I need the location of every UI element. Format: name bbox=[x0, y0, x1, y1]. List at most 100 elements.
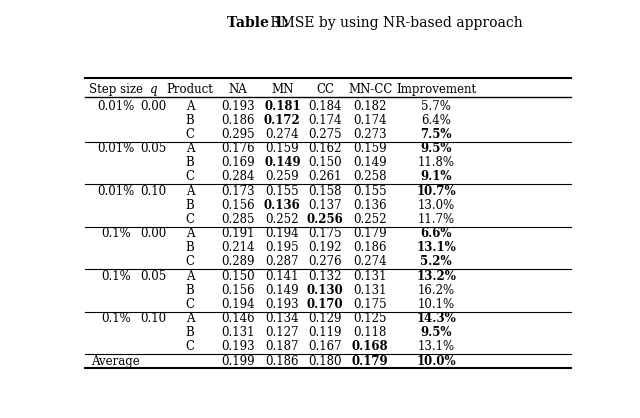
Text: 0.134: 0.134 bbox=[266, 312, 299, 325]
Text: 0.01%: 0.01% bbox=[97, 185, 134, 198]
Text: 0.155: 0.155 bbox=[353, 185, 387, 198]
Text: 0.00: 0.00 bbox=[140, 99, 166, 113]
Text: 0.184: 0.184 bbox=[308, 99, 342, 113]
Text: C: C bbox=[186, 128, 195, 141]
Text: 0.01%: 0.01% bbox=[97, 142, 134, 155]
Text: A: A bbox=[186, 227, 195, 240]
Text: 0.05: 0.05 bbox=[140, 142, 166, 155]
Text: 11.8%: 11.8% bbox=[418, 156, 454, 169]
Text: 0.01%: 0.01% bbox=[97, 99, 134, 113]
Text: 0.186: 0.186 bbox=[353, 241, 387, 254]
Text: 0.149: 0.149 bbox=[266, 284, 299, 297]
Text: 9.1%: 9.1% bbox=[420, 171, 452, 184]
Text: 0.129: 0.129 bbox=[308, 312, 342, 325]
Text: 6.6%: 6.6% bbox=[420, 227, 452, 240]
Text: 14.3%: 14.3% bbox=[416, 312, 456, 325]
Text: 0.195: 0.195 bbox=[266, 241, 299, 254]
Text: 0.186: 0.186 bbox=[221, 114, 255, 127]
Text: 0.273: 0.273 bbox=[353, 128, 387, 141]
Text: 13.0%: 13.0% bbox=[417, 199, 455, 212]
Text: MN-CC: MN-CC bbox=[348, 83, 392, 96]
Text: 0.259: 0.259 bbox=[266, 171, 299, 184]
Text: Average: Average bbox=[92, 354, 140, 367]
Text: 0.172: 0.172 bbox=[264, 114, 301, 127]
Text: 0.174: 0.174 bbox=[308, 114, 342, 127]
Text: 0.175: 0.175 bbox=[308, 227, 342, 240]
Text: 0.174: 0.174 bbox=[353, 114, 387, 127]
Text: 0.258: 0.258 bbox=[353, 171, 387, 184]
Text: B: B bbox=[186, 114, 195, 127]
Text: C: C bbox=[186, 171, 195, 184]
Text: 0.137: 0.137 bbox=[308, 199, 342, 212]
Text: 0.150: 0.150 bbox=[221, 270, 255, 283]
Text: 13.1%: 13.1% bbox=[417, 340, 454, 353]
Text: 0.295: 0.295 bbox=[221, 128, 255, 141]
Text: A: A bbox=[186, 99, 195, 113]
Text: 0.186: 0.186 bbox=[266, 354, 299, 367]
Text: C: C bbox=[186, 255, 195, 268]
Text: B: B bbox=[186, 241, 195, 254]
Text: MN: MN bbox=[271, 83, 294, 96]
Text: 0.192: 0.192 bbox=[308, 241, 342, 254]
Text: NA: NA bbox=[228, 83, 247, 96]
Text: 0.156: 0.156 bbox=[221, 199, 255, 212]
Text: 0.1%: 0.1% bbox=[101, 227, 131, 240]
Text: 0.173: 0.173 bbox=[221, 185, 255, 198]
Text: 0.194: 0.194 bbox=[266, 227, 299, 240]
Text: C: C bbox=[186, 213, 195, 226]
Text: 0.274: 0.274 bbox=[353, 255, 387, 268]
Text: 0.275: 0.275 bbox=[308, 128, 342, 141]
Text: 0.170: 0.170 bbox=[307, 298, 343, 311]
Text: RMSE by using NR-based approach: RMSE by using NR-based approach bbox=[266, 16, 522, 30]
Text: 0.191: 0.191 bbox=[221, 227, 255, 240]
Text: 0.181: 0.181 bbox=[264, 99, 301, 113]
Text: 0.131: 0.131 bbox=[353, 270, 387, 283]
Text: 0.167: 0.167 bbox=[308, 340, 342, 353]
Text: 0.187: 0.187 bbox=[266, 340, 299, 353]
Text: A: A bbox=[186, 312, 195, 325]
Text: 0.136: 0.136 bbox=[264, 199, 301, 212]
Text: 0.1%: 0.1% bbox=[101, 312, 131, 325]
Text: 0.252: 0.252 bbox=[353, 213, 387, 226]
Text: 7.5%: 7.5% bbox=[420, 128, 452, 141]
Text: B: B bbox=[186, 156, 195, 169]
Text: 0.131: 0.131 bbox=[221, 326, 255, 339]
Text: A: A bbox=[186, 270, 195, 283]
Text: B: B bbox=[186, 199, 195, 212]
Text: 10.7%: 10.7% bbox=[416, 185, 456, 198]
Text: 0.179: 0.179 bbox=[352, 354, 388, 367]
Text: A: A bbox=[186, 142, 195, 155]
Text: 0.118: 0.118 bbox=[353, 326, 387, 339]
Text: 0.252: 0.252 bbox=[266, 213, 299, 226]
Text: 9.5%: 9.5% bbox=[420, 142, 452, 155]
Text: 0.159: 0.159 bbox=[266, 142, 299, 155]
Text: 0.10: 0.10 bbox=[140, 312, 166, 325]
Text: 0.149: 0.149 bbox=[264, 156, 301, 169]
Text: 0.194: 0.194 bbox=[221, 298, 255, 311]
Text: 10.1%: 10.1% bbox=[417, 298, 454, 311]
Text: 0.179: 0.179 bbox=[353, 227, 387, 240]
Text: 0.162: 0.162 bbox=[308, 142, 342, 155]
Text: 6.4%: 6.4% bbox=[421, 114, 451, 127]
Text: 0.169: 0.169 bbox=[221, 156, 255, 169]
Text: 0.131: 0.131 bbox=[353, 284, 387, 297]
Text: 0.130: 0.130 bbox=[307, 284, 344, 297]
Text: 5.2%: 5.2% bbox=[420, 255, 452, 268]
Text: 0.150: 0.150 bbox=[308, 156, 342, 169]
Text: 0.182: 0.182 bbox=[353, 99, 387, 113]
Text: 0.158: 0.158 bbox=[308, 185, 342, 198]
Text: A: A bbox=[186, 185, 195, 198]
Text: 11.7%: 11.7% bbox=[417, 213, 454, 226]
Text: 0.199: 0.199 bbox=[221, 354, 255, 367]
Text: B: B bbox=[186, 326, 195, 339]
Text: Product: Product bbox=[166, 83, 214, 96]
Text: 0.285: 0.285 bbox=[221, 213, 255, 226]
Text: 13.2%: 13.2% bbox=[416, 270, 456, 283]
Text: 0.127: 0.127 bbox=[266, 326, 299, 339]
Text: 0.1%: 0.1% bbox=[101, 270, 131, 283]
Text: 0.141: 0.141 bbox=[266, 270, 299, 283]
Text: 5.7%: 5.7% bbox=[421, 99, 451, 113]
Text: 0.261: 0.261 bbox=[308, 171, 342, 184]
Text: 0.119: 0.119 bbox=[308, 326, 342, 339]
Text: 0.214: 0.214 bbox=[221, 241, 255, 254]
